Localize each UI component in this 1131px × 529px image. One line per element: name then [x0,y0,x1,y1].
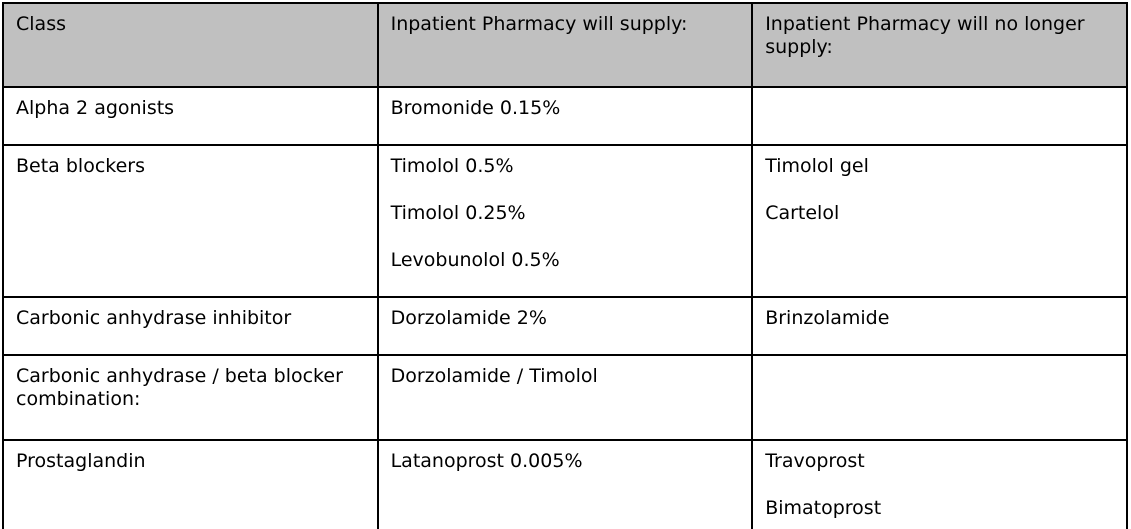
will-supply-cell: Bromonide 0.15% [376,86,754,146]
cell-text: Dorzolamide / Timolol [390,365,598,387]
cell-text: Timolol 0.25% [390,202,526,224]
cell-text: Levobunolol 0.5% [390,249,560,271]
cell-text: Bimatoprost [765,497,882,519]
cell-text: Carbonic anhydrase inhibitor [16,307,292,329]
table-row: Carbonic anhydrase inhibitor Dorzolamide … [2,296,1128,356]
cell-text: Alpha 2 agonists [16,97,175,119]
no-longer-supply-cell [751,86,1128,146]
will-supply-cell: Timolol 0.5% Timolol 0.25% Levobunolol 0.5… [376,144,754,298]
cell-text: Timolol gel [765,155,869,177]
class-cell: Beta blockers [2,144,379,298]
class-cell: Carbonic anhydrase / beta blocker combin… [2,354,379,441]
column-header-will-supply: Inpatient Pharmacy will supply: [376,2,754,88]
cell-text: Timolol 0.5% [390,155,514,177]
will-supply-cell: Latanoprost 0.005% [376,439,754,529]
class-cell: Carbonic anhydrase inhibitor [2,296,379,356]
column-header-no-longer-supply: Inpatient Pharmacy will no longer supply… [751,2,1128,88]
class-cell: Prostaglandin [2,439,379,529]
no-longer-supply-cell: Brinzolamide [751,296,1128,356]
table-row: Carbonic anhydrase / beta blocker combin… [2,354,1128,441]
cell-text: Beta blockers [16,155,145,177]
class-cell: Alpha 2 agonists [2,86,379,146]
table-row: Alpha 2 agonists Bromonide 0.15% [2,86,1128,146]
table-row: Prostaglandin Latanoprost 0.005% Travopros… [2,439,1128,529]
cell-text: Carbonic anhydrase / beta blocker combin… [16,365,343,410]
cell-text: Bromonide 0.15% [390,97,561,119]
cell-text: Brinzolamide [765,307,890,329]
cell-text: Travoprost [765,450,865,472]
table-row: Beta blockers Timolol 0.5% Timolol 0.25% Le… [2,144,1128,298]
table-header-row: Class Inpatient Pharmacy will supply: In… [2,2,1128,88]
column-header-class: Class [2,2,379,88]
table-body: Alpha 2 agonists Bromonide 0.15% Beta bloc… [2,86,1128,529]
cell-text: Prostaglandin [16,450,146,472]
cell-text: Latanoprost 0.005% [390,450,583,472]
no-longer-supply-cell: Travoprost Bimatoprost [751,439,1128,529]
cell-text: Cartelol [765,202,840,224]
no-longer-supply-cell: Timolol gel Cartelol [751,144,1128,298]
will-supply-cell: Dorzolamide 2% [376,296,754,356]
no-longer-supply-cell [751,354,1128,441]
cell-text: Dorzolamide 2% [390,307,547,329]
will-supply-cell: Dorzolamide / Timolol [376,354,754,441]
